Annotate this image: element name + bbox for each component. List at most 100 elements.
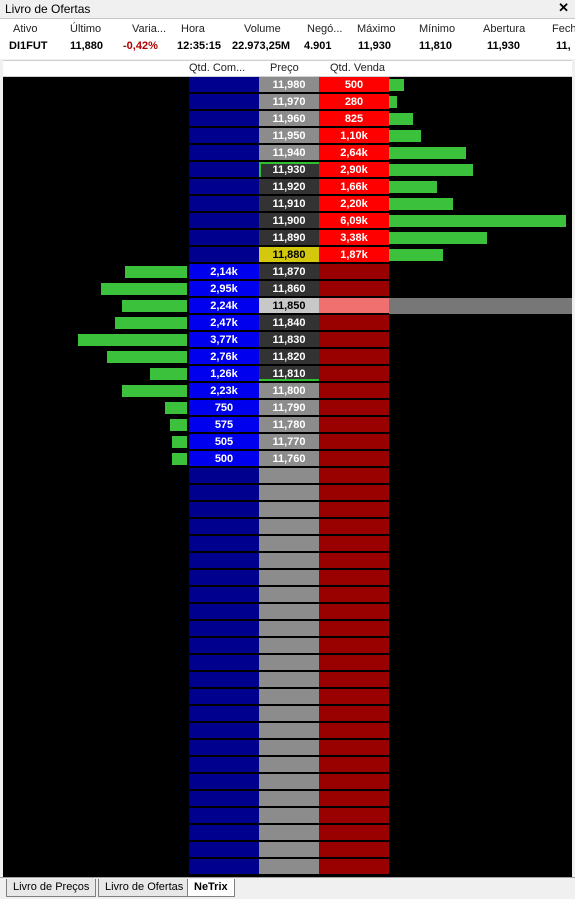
- sell-empty-cell[interactable]: [319, 842, 389, 858]
- buy-qty-cell[interactable]: 2,95k: [189, 281, 259, 297]
- buy-empty-cell[interactable]: [189, 587, 259, 603]
- tab-3[interactable]: NeTrix: [187, 879, 235, 897]
- price-empty-cell[interactable]: [259, 808, 319, 824]
- price-empty-cell[interactable]: [259, 791, 319, 807]
- price-cell[interactable]: 11,780: [259, 417, 319, 433]
- sell-qty-cell[interactable]: 3,38k: [319, 230, 389, 246]
- buy-empty-cell[interactable]: [189, 655, 259, 671]
- price-cell[interactable]: 11,850: [259, 298, 319, 314]
- buy-qty-cell[interactable]: 2,24k: [189, 298, 259, 314]
- price-empty-cell[interactable]: [259, 485, 319, 501]
- price-empty-cell[interactable]: [259, 587, 319, 603]
- buy-empty-cell[interactable]: [189, 621, 259, 637]
- sell-empty-cell[interactable]: [319, 604, 389, 620]
- buy-empty-cell[interactable]: [189, 638, 259, 654]
- sell-qty-cell[interactable]: 6,09k: [319, 213, 389, 229]
- tab-1[interactable]: Livro de Preços: [6, 879, 97, 897]
- buy-empty-cell[interactable]: [189, 213, 259, 229]
- sell-empty-cell[interactable]: [319, 536, 389, 552]
- buy-empty-cell[interactable]: [189, 111, 259, 127]
- sell-qty-cell[interactable]: 1,10k: [319, 128, 389, 144]
- buy-empty-cell[interactable]: [189, 859, 259, 875]
- price-cell[interactable]: 11,790: [259, 400, 319, 416]
- price-empty-cell[interactable]: [259, 672, 319, 688]
- buy-empty-cell[interactable]: [189, 94, 259, 110]
- buy-empty-cell[interactable]: [189, 553, 259, 569]
- sell-empty-cell[interactable]: [319, 332, 389, 348]
- price-empty-cell[interactable]: [259, 468, 319, 484]
- sell-empty-cell[interactable]: [319, 485, 389, 501]
- sell-empty-cell[interactable]: [319, 451, 389, 467]
- buy-empty-cell[interactable]: [189, 77, 259, 93]
- quote-header[interactable]: Hora: [181, 23, 205, 35]
- price-empty-cell[interactable]: [259, 604, 319, 620]
- close-icon[interactable]: ✕: [558, 0, 569, 15]
- price-cell[interactable]: 11,890: [259, 230, 319, 246]
- sell-empty-cell[interactable]: [319, 519, 389, 535]
- tab-2[interactable]: Livro de Ofertas: [98, 879, 191, 897]
- buy-empty-cell[interactable]: [189, 757, 259, 773]
- price-empty-cell[interactable]: [259, 774, 319, 790]
- sell-empty-cell[interactable]: [319, 672, 389, 688]
- price-cell[interactable]: 11,980: [259, 77, 319, 93]
- buy-empty-cell[interactable]: [189, 842, 259, 858]
- quote-header[interactable]: Fech: [552, 23, 575, 35]
- price-empty-cell[interactable]: [259, 757, 319, 773]
- quote-header[interactable]: Volume: [244, 23, 281, 35]
- price-header[interactable]: Preço: [270, 62, 299, 74]
- buy-empty-cell[interactable]: [189, 145, 259, 161]
- buy-qty-cell[interactable]: 500: [189, 451, 259, 467]
- price-cell[interactable]: 11,920: [259, 179, 319, 195]
- sell-empty-cell[interactable]: [319, 689, 389, 705]
- sell-qty-cell[interactable]: 280: [319, 94, 389, 110]
- buy-qty-cell[interactable]: 505: [189, 434, 259, 450]
- order-book[interactable]: 11,980 500 11,970 280 11,960 825 11,950 1,10k 11…: [3, 77, 572, 877]
- price-empty-cell[interactable]: [259, 553, 319, 569]
- buy-empty-cell[interactable]: [189, 128, 259, 144]
- sell-empty-cell[interactable]: [319, 808, 389, 824]
- sell-empty-cell[interactable]: [319, 621, 389, 637]
- buy-qty-cell[interactable]: 750: [189, 400, 259, 416]
- sell-qty-cell[interactable]: 1,66k: [319, 179, 389, 195]
- quote-header[interactable]: Máximo: [357, 23, 396, 35]
- sell-qty-cell[interactable]: 825: [319, 111, 389, 127]
- buy-empty-cell[interactable]: [189, 230, 259, 246]
- price-cell[interactable]: 11,800: [259, 383, 319, 399]
- buy-empty-cell[interactable]: [189, 485, 259, 501]
- price-empty-cell[interactable]: [259, 689, 319, 705]
- sell-empty-cell[interactable]: [319, 706, 389, 722]
- sell-empty-cell[interactable]: [319, 757, 389, 773]
- sell-qty-cell[interactable]: 500: [319, 77, 389, 93]
- price-cell[interactable]: 11,930: [259, 162, 319, 178]
- sell-empty-cell[interactable]: [319, 434, 389, 450]
- buy-empty-cell[interactable]: [189, 570, 259, 586]
- price-empty-cell[interactable]: [259, 859, 319, 875]
- quote-header[interactable]: Varia...: [132, 23, 167, 35]
- sell-empty-cell[interactable]: [319, 638, 389, 654]
- price-cell[interactable]: 11,950: [259, 128, 319, 144]
- sell-qty-header[interactable]: Qtd. Venda: [330, 62, 386, 74]
- sell-empty-cell[interactable]: [319, 468, 389, 484]
- sell-empty-cell[interactable]: [319, 587, 389, 603]
- buy-empty-cell[interactable]: [189, 502, 259, 518]
- buy-empty-cell[interactable]: [189, 825, 259, 841]
- buy-qty-cell[interactable]: 3,77k: [189, 332, 259, 348]
- quote-header[interactable]: Abertura: [483, 23, 526, 35]
- buy-empty-cell[interactable]: [189, 740, 259, 756]
- sell-qty-cell[interactable]: 2,64k: [319, 145, 389, 161]
- buy-empty-cell[interactable]: [189, 604, 259, 620]
- buy-empty-cell[interactable]: [189, 519, 259, 535]
- buy-empty-cell[interactable]: [189, 672, 259, 688]
- sell-empty-cell[interactable]: [319, 400, 389, 416]
- price-cell[interactable]: 11,870: [259, 264, 319, 280]
- price-cell[interactable]: 11,770: [259, 434, 319, 450]
- sell-empty-cell[interactable]: [319, 417, 389, 433]
- sell-qty-cell[interactable]: 2,20k: [319, 196, 389, 212]
- quote-header[interactable]: Negó...: [307, 23, 343, 35]
- sell-empty-cell[interactable]: [319, 655, 389, 671]
- price-empty-cell[interactable]: [259, 570, 319, 586]
- price-empty-cell[interactable]: [259, 536, 319, 552]
- sell-empty-cell[interactable]: [319, 366, 389, 382]
- sell-empty-cell[interactable]: [319, 825, 389, 841]
- price-cell[interactable]: 11,760: [259, 451, 319, 467]
